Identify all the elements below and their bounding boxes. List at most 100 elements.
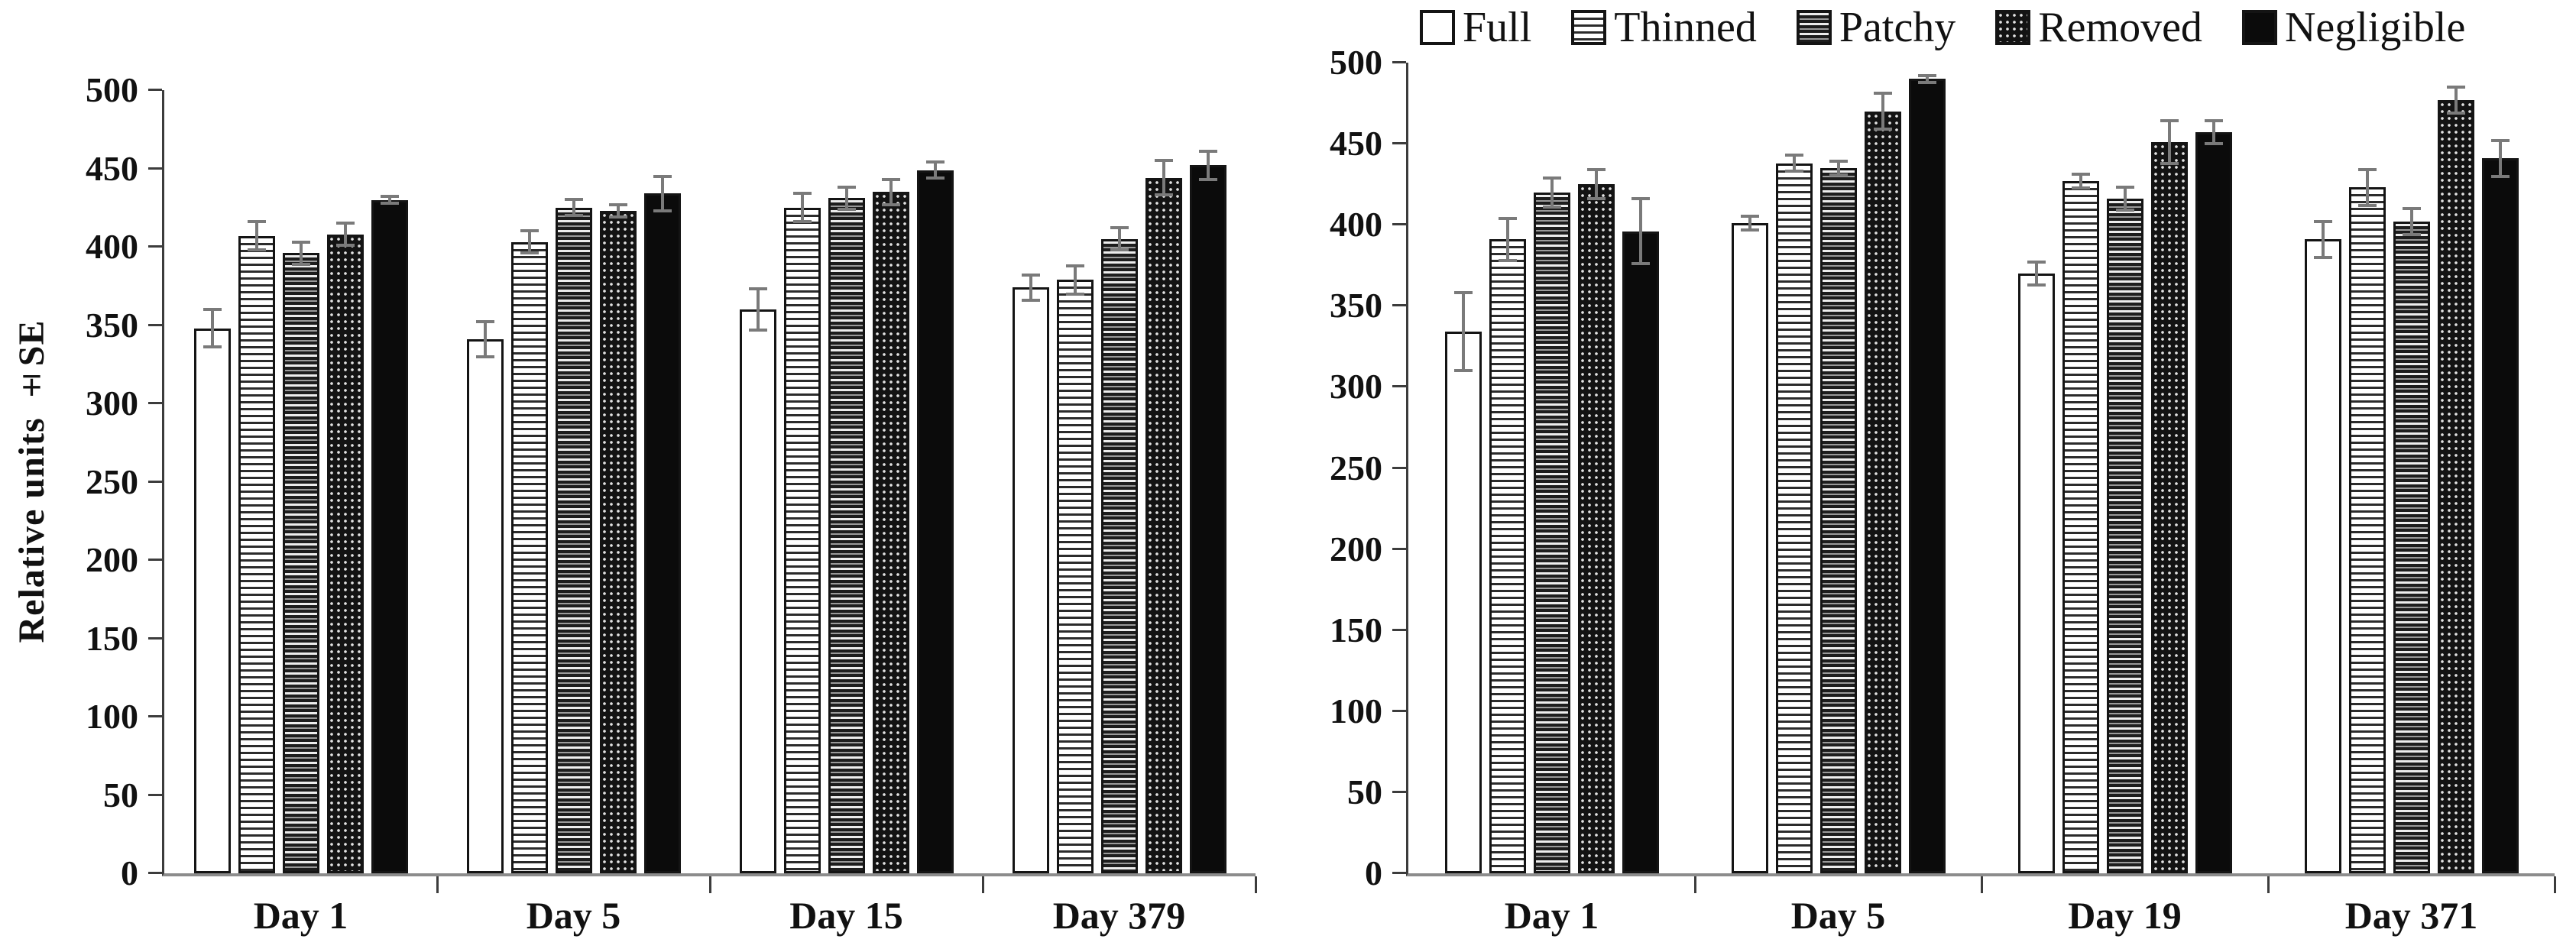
x-category-label: Day 371: [2344, 894, 2478, 937]
error-bar: [2115, 186, 2134, 212]
bar-full: [1012, 287, 1049, 873]
y-tick-mark: [1392, 466, 1406, 469]
y-tick-label: 100: [1330, 691, 1382, 730]
legend-label: Full: [1463, 4, 1532, 51]
x-tick-mark: [708, 876, 711, 893]
x-tick-mark: [1254, 876, 1257, 893]
error-bar: [925, 160, 945, 180]
error-bar: [2204, 119, 2223, 146]
bar-removed: [1864, 111, 1901, 873]
bar-patchy: [282, 253, 319, 873]
x-tick-mark: [1693, 876, 1696, 893]
error-bar: [1917, 73, 1936, 84]
y-tick-mark: [148, 559, 162, 561]
x-tick-mark: [2553, 876, 2556, 893]
legend-item-full: Full: [1420, 6, 1531, 49]
bar-negligible: [1622, 231, 1659, 873]
error-bar: [1829, 160, 1848, 176]
left-bar-chart: 0 50 100 150 200 250 300 350 400 450 500 Day 1 Day 5…: [86, 73, 1257, 934]
bar-patchy: [2393, 221, 2430, 873]
bar-removed: [326, 234, 364, 873]
y-tick-mark: [1392, 142, 1406, 145]
error-bar: [247, 220, 266, 252]
y-tick-label: 250: [1330, 448, 1382, 487]
legend: Full Thinned Patchy Removed Negligible: [1420, 6, 2465, 49]
y-tick-mark: [1392, 790, 1406, 793]
negligible-swatch-icon: [2241, 10, 2277, 45]
x-category-label: Day 15: [789, 894, 903, 937]
y-tick-mark: [1392, 709, 1406, 712]
y-tick-mark: [1392, 547, 1406, 550]
error-bar: [881, 177, 900, 206]
y-tick-mark: [1392, 223, 1406, 226]
error-bar: [335, 222, 355, 247]
error-bar: [653, 174, 672, 212]
bar-full: [193, 328, 231, 873]
bar-removed: [1145, 177, 1182, 873]
y-tick-mark: [148, 480, 162, 483]
y-tick-label: 100: [86, 697, 138, 736]
y-tick-label: 400: [86, 227, 138, 266]
bar-removed: [1577, 184, 1615, 873]
legend-item-patchy: Patchy: [1796, 4, 1956, 51]
removed-swatch-icon: [1995, 10, 2031, 45]
bar-thinned: [1056, 280, 1094, 873]
error-bar: [1498, 216, 1517, 263]
bar-patchy: [1533, 192, 1570, 873]
bar-full: [739, 309, 776, 873]
bar-thinned: [783, 207, 821, 873]
bar-negligible: [916, 170, 954, 873]
y-tick-mark: [1392, 61, 1406, 63]
error-bar: [1631, 197, 1650, 266]
legend-label: Patchy: [1839, 4, 1956, 51]
y-tick-label: 0: [121, 853, 138, 892]
y-tick-label: 0: [1365, 853, 1382, 892]
x-category-label: Day 1: [253, 894, 348, 937]
error-bar: [1110, 226, 1129, 252]
y-tick-mark: [148, 715, 162, 717]
x-category-label: Day 5: [1790, 894, 1886, 937]
thinned-swatch-icon: [1571, 10, 1607, 45]
legend-label: Negligible: [2284, 4, 2466, 51]
y-tick-label: 400: [1330, 205, 1382, 244]
bar-removed: [2437, 99, 2474, 873]
error-bar: [2071, 173, 2090, 189]
y-tick-mark: [148, 636, 162, 640]
y-tick-label: 350: [86, 305, 138, 345]
y-tick-mark: [148, 793, 162, 796]
bar-patchy: [555, 207, 592, 873]
legend-item-negligible: Negligible: [2241, 4, 2466, 51]
y-tick-mark: [148, 402, 162, 404]
bar-full: [2017, 273, 2055, 873]
x-tick-mark: [436, 876, 439, 893]
y-axis-title: Relative units ±SE: [11, 319, 52, 643]
patchy-swatch-icon: [1796, 10, 1832, 45]
y-tick-mark: [148, 89, 162, 91]
bar-removed: [872, 192, 909, 873]
bar-thinned: [2348, 187, 2386, 873]
full-swatch-icon: [1420, 10, 1455, 45]
error-bar: [748, 287, 767, 332]
y-tick-mark: [1392, 304, 1406, 307]
y-tick-label: 500: [1330, 43, 1382, 82]
y-tick-label: 200: [86, 540, 138, 579]
error-bar: [1873, 92, 1892, 131]
legend-label: Thinned: [1614, 4, 1757, 51]
error-bar: [1453, 291, 1473, 373]
error-bar: [1021, 273, 1040, 302]
error-bar: [1542, 176, 1561, 209]
bar-full: [1731, 223, 1768, 873]
bar-thinned: [1775, 163, 1813, 873]
bar-thinned: [238, 235, 275, 873]
error-bar: [792, 192, 812, 224]
y-tick-label: 50: [103, 775, 138, 814]
bar-negligible: [2195, 132, 2232, 873]
bar-negligible: [2481, 158, 2519, 873]
error-bar: [2402, 206, 2421, 237]
bar-negligible: [371, 199, 408, 873]
bar-full: [2304, 239, 2341, 873]
x-category-label: Day 19: [2068, 894, 2182, 937]
error-bar: [1784, 153, 1803, 173]
x-category-label: Day 5: [526, 894, 621, 937]
error-bar: [2160, 119, 2179, 165]
